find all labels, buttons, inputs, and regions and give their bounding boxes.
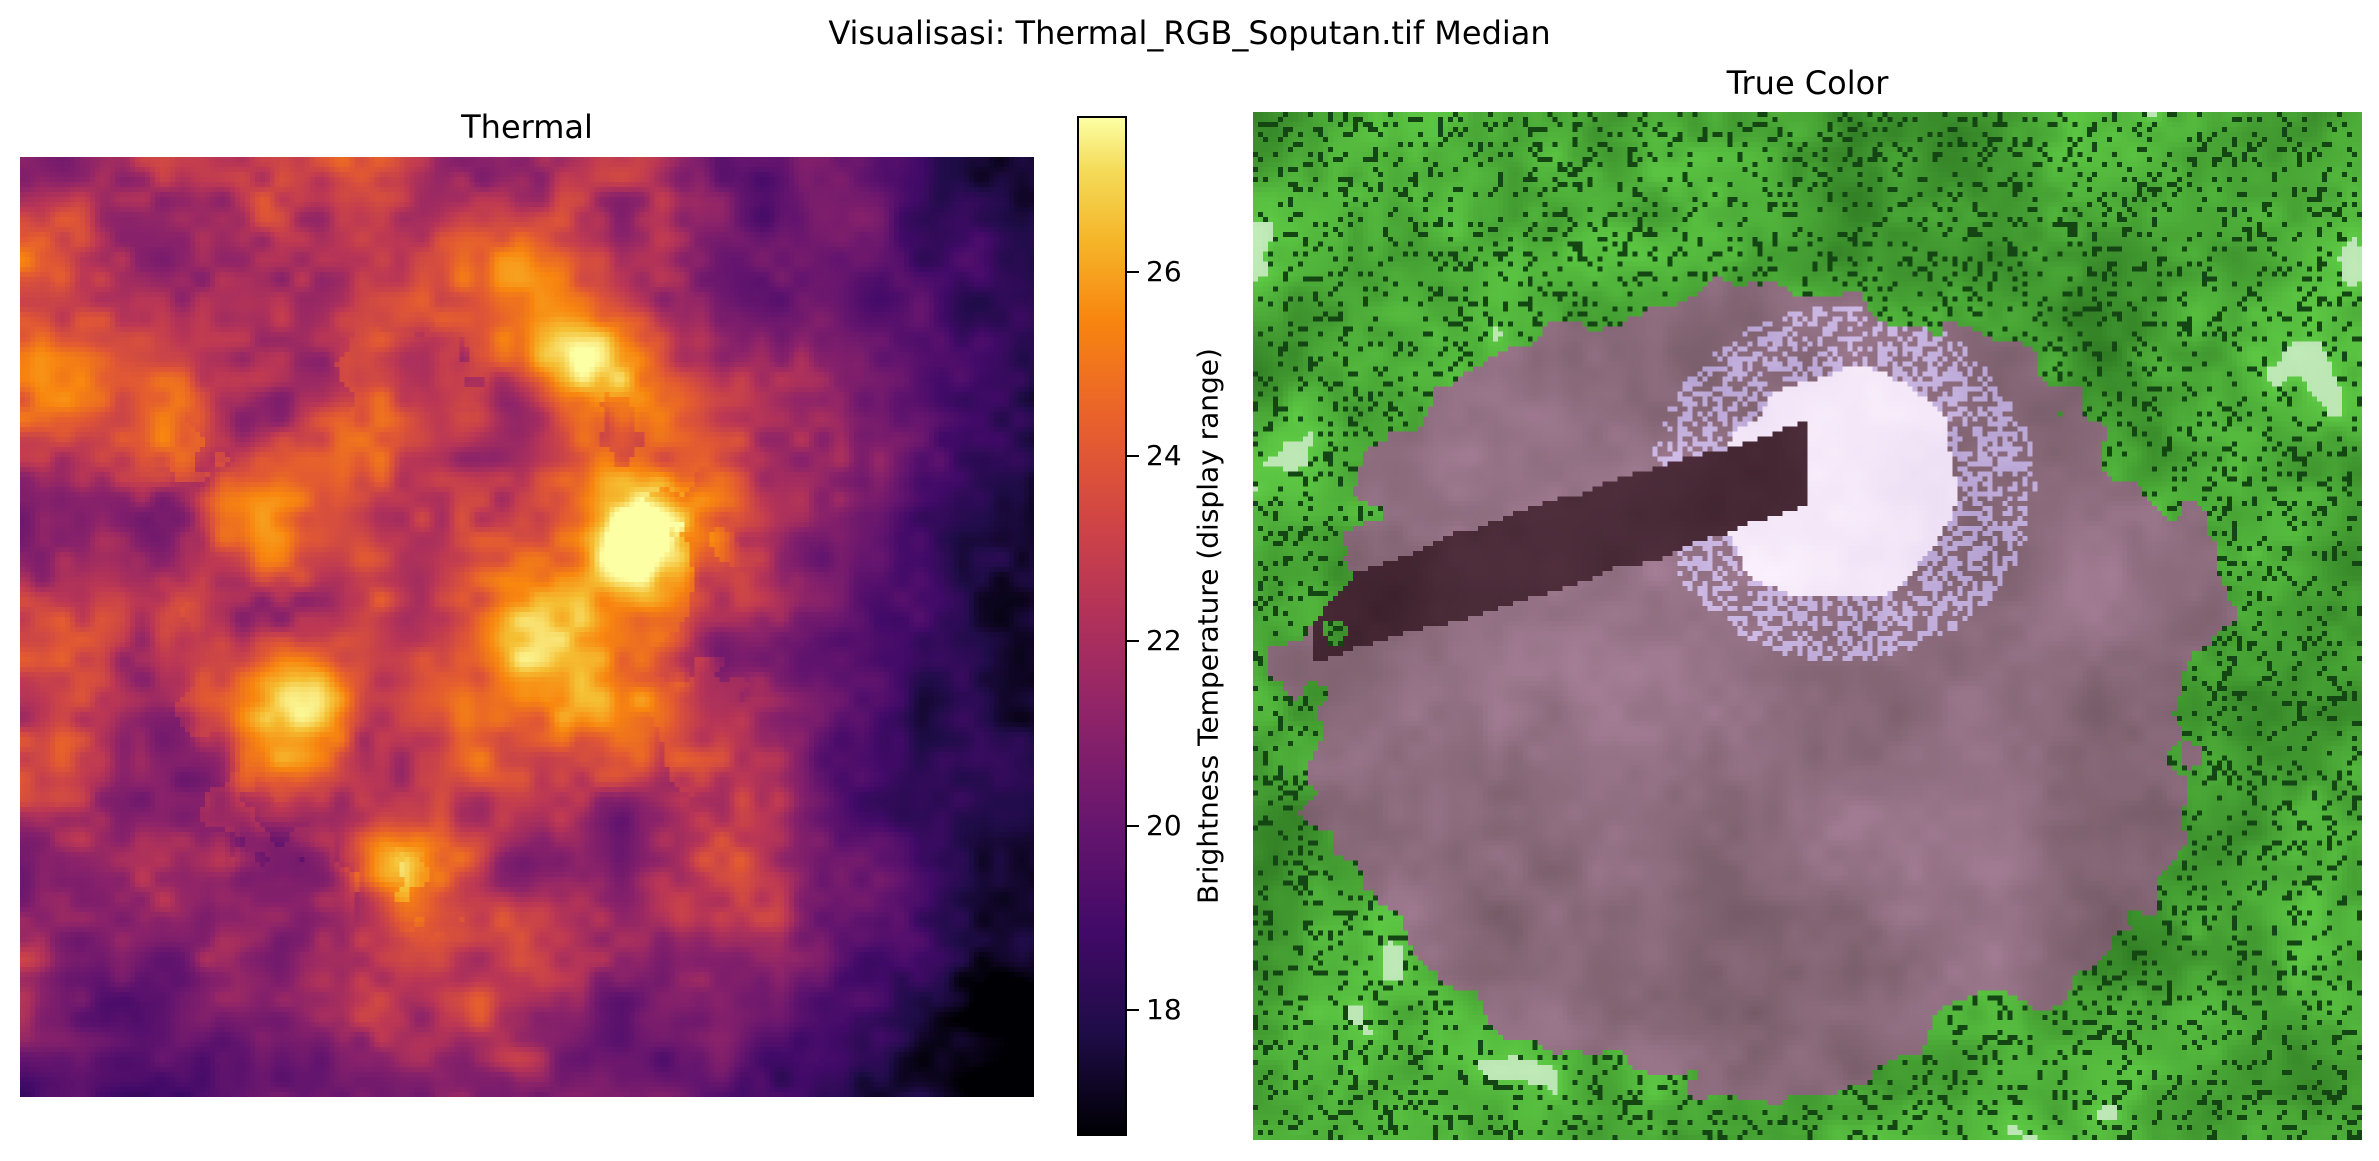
colorbar-tick-mark: [1127, 640, 1139, 642]
thermal-panel-title: Thermal: [461, 108, 593, 146]
colorbar-tick-label: 18: [1146, 993, 1182, 1026]
thermal-raster: [20, 157, 1034, 1097]
thermal-image: [20, 157, 1034, 1097]
colorbar-tick-label: 26: [1146, 255, 1182, 288]
true-color-image: [1253, 112, 2362, 1140]
colorbar-axis-label: Brightness Temperature (display range): [1191, 348, 1225, 904]
colorbar: [1077, 116, 1127, 1136]
colorbar-tick-mark: [1127, 455, 1139, 457]
colorbar-tick-mark: [1127, 825, 1139, 827]
colorbar-tick-label: 24: [1146, 439, 1182, 472]
true-color-raster: [1253, 112, 2362, 1140]
colorbar-tick-label: 22: [1146, 624, 1182, 657]
colorbar-tick-mark: [1127, 1009, 1139, 1011]
true-color-panel-title: True Color: [1726, 64, 1889, 102]
figure-title: Visualisasi: Thermal_RGB_Soputan.tif Med…: [828, 14, 1551, 52]
colorbar-tick-label: 20: [1146, 809, 1182, 842]
colorbar-tick-mark: [1127, 271, 1139, 273]
